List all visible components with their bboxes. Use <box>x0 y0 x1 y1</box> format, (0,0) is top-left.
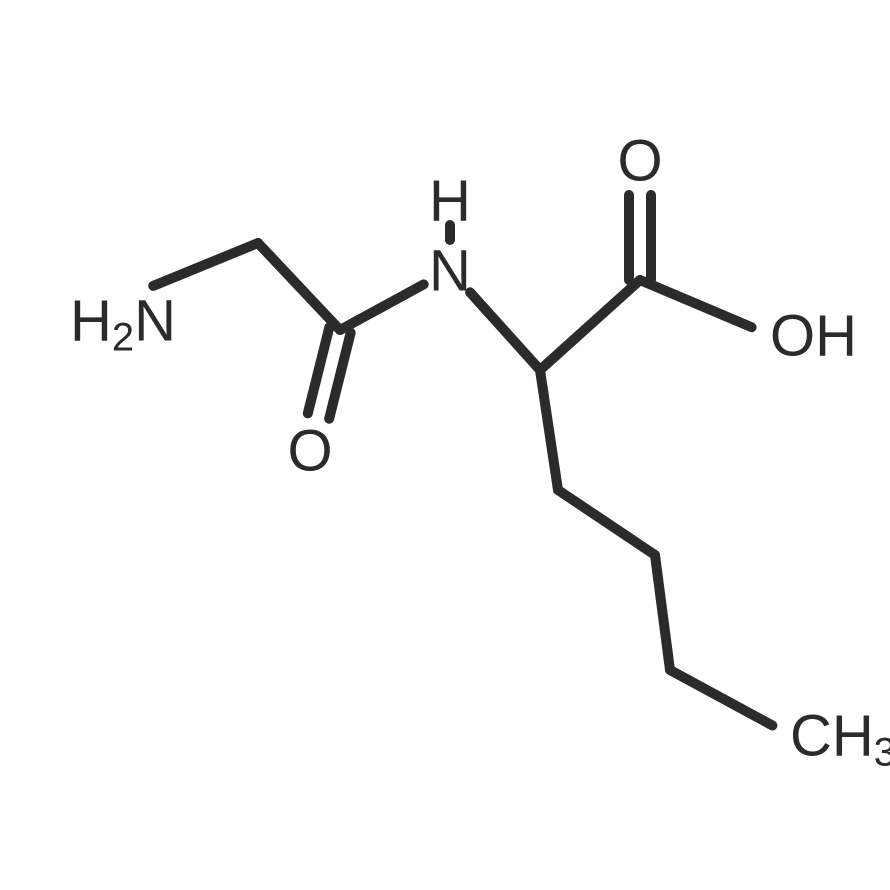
bond <box>470 292 540 370</box>
bond <box>308 327 330 413</box>
bond <box>640 280 752 327</box>
bond <box>540 280 640 370</box>
bond <box>558 490 655 555</box>
atom-label: N <box>429 238 471 303</box>
atom-label: OH <box>770 303 857 368</box>
bond <box>670 670 772 725</box>
bond <box>655 555 670 670</box>
atom-label: H <box>429 168 471 233</box>
molecule-diagram: H2N O NH O OH CH3 <box>0 0 890 890</box>
bond <box>340 284 424 330</box>
atom-label: H2N <box>70 288 176 359</box>
bond <box>540 370 558 490</box>
bond <box>329 333 351 419</box>
atom-label: O <box>617 128 662 193</box>
atom-label: CH3 <box>790 703 890 774</box>
bond <box>153 243 258 286</box>
atom-label: O <box>287 418 332 483</box>
bond <box>258 243 340 330</box>
